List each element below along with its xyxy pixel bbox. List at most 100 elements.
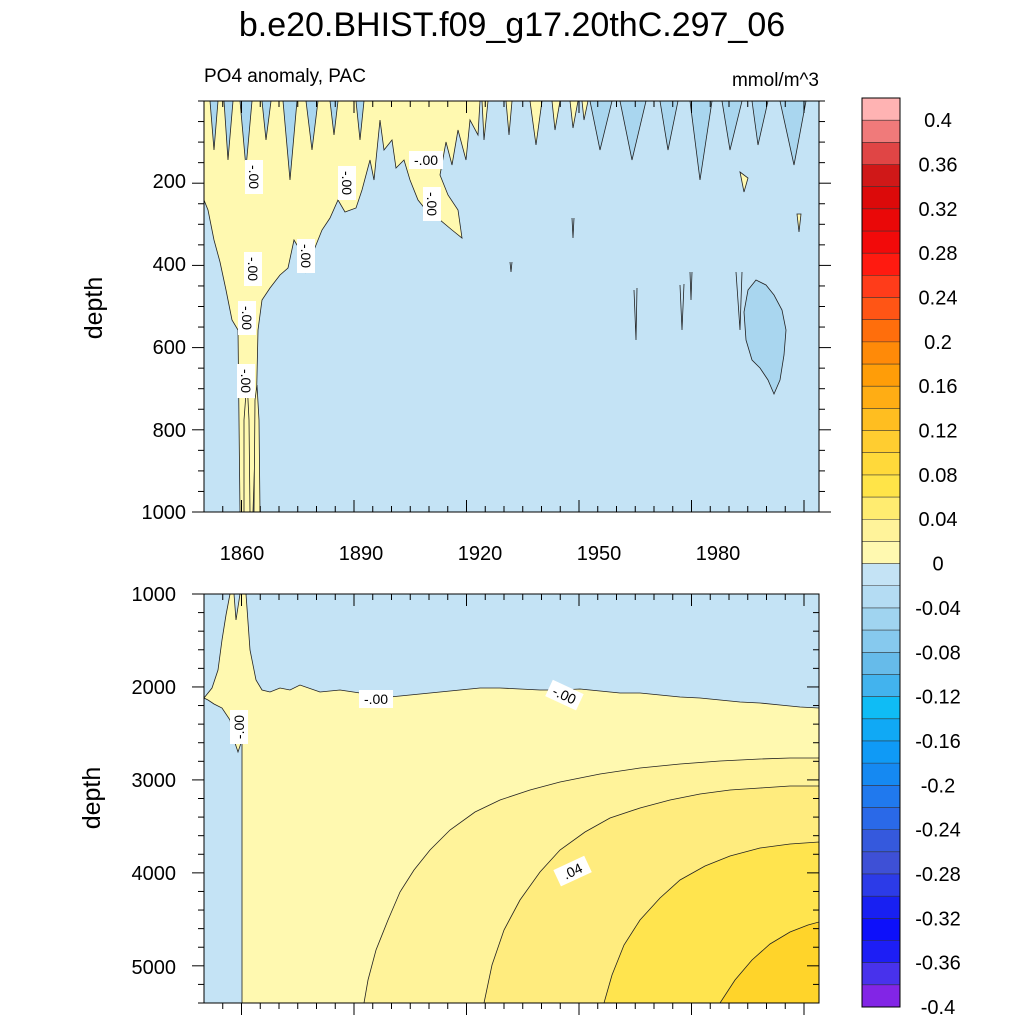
- colorbar-swatch: [862, 474, 900, 498]
- upper-ytick-label: 800: [153, 420, 186, 442]
- colorbar-swatch: [862, 186, 900, 210]
- colorbar-swatch: [862, 918, 900, 941]
- upper-panel: [204, 101, 819, 512]
- colorbar-label: 0: [932, 554, 943, 576]
- svg-text:-.00: -.00: [364, 691, 388, 707]
- colorbar-label: -0.24: [915, 820, 961, 842]
- lower-panel: [204, 594, 819, 1003]
- colorbar-label: 0.4: [924, 110, 952, 132]
- colorbar-swatch: [862, 253, 900, 276]
- upper-xtick-label: 1980: [696, 543, 741, 565]
- colorbar-label: -0.04: [915, 598, 961, 620]
- upper-positive-strip: [243, 379, 251, 512]
- lower-contour-label: -.00: [359, 690, 393, 708]
- upper-contour-labels: -.00 -.00 -.00 -.00 -.00 -.00 -.00 -.00: [237, 151, 443, 398]
- upper-contour-label: -.00: [409, 151, 443, 169]
- colorbar-swatch: [862, 319, 900, 343]
- colorbar-swatch: [862, 674, 900, 697]
- svg-text:-.00: -.00: [231, 715, 247, 739]
- svg-text:-.00: -.00: [239, 306, 255, 330]
- upper-positive-patches-right: [481, 101, 802, 233]
- colorbar-label: 0.04: [919, 509, 958, 531]
- colorbar-swatch: [862, 541, 900, 564]
- upper-negative-blob: [743, 279, 787, 396]
- colorbar-swatch: [862, 430, 900, 454]
- lower-contour-labels: -.00-.00 -.00.04: [230, 679, 592, 887]
- colorbar-swatch: [862, 386, 900, 409]
- colorbar-swatch: [862, 585, 900, 609]
- colorbar-label: 0.2: [924, 332, 952, 354]
- upper-positive-region-left: [204, 101, 481, 512]
- upper-contour-label: -.00: [238, 301, 256, 335]
- colorbar-label: -0.16: [915, 731, 961, 753]
- lower-ytick-label: 5000: [132, 957, 177, 979]
- colorbar-swatch: [862, 829, 900, 853]
- svg-text:-.00: -.00: [246, 165, 262, 189]
- colorbar-label: -0.4: [921, 997, 955, 1019]
- figure-title: b.e20.BHIST.f09_g17.20thC.297_06: [239, 6, 785, 44]
- upper-contour-thin-4: [571, 217, 575, 239]
- lower-ytick-label: 3000: [132, 770, 177, 792]
- colorbar-label: 0.32: [919, 199, 958, 221]
- colorbar-swatch: [862, 519, 900, 542]
- colorbar-swatch: [862, 940, 900, 963]
- subtitle-units: mmol/m^3: [732, 70, 819, 91]
- svg-text:-.00: -.00: [339, 171, 355, 195]
- upper-contour-thin-2: [679, 283, 685, 331]
- upper-contour-label: -.00: [338, 166, 356, 200]
- colorbar-labels: 0.4 0.36 0.32 0.28 0.24 0.2 0.16 0.12 0.08 0.04 0 -…: [915, 110, 961, 1019]
- colorbar-label: 0.24: [919, 288, 958, 310]
- colorbar-swatch: [862, 275, 900, 298]
- colorbar-swatch: [862, 164, 900, 187]
- svg-text:-.00: -.00: [245, 257, 261, 281]
- svg-text:-.00: -.00: [414, 152, 438, 168]
- colorbar-label: -0.32: [915, 908, 961, 930]
- colorbar-swatch: [862, 962, 900, 986]
- upper-contour-thin-1: [633, 287, 638, 341]
- upper-contour-label: -.00: [297, 239, 315, 273]
- colorbar-swatch: [862, 231, 900, 254]
- colorbar-label: 0.36: [919, 155, 958, 177]
- colorbar-label: -0.28: [915, 864, 961, 886]
- colorbar: [861, 97, 901, 1008]
- lower-axis-ticks: [192, 593, 819, 1015]
- colorbar-swatch: [862, 408, 900, 431]
- colorbar-swatch: [862, 364, 900, 387]
- colorbar-swatch: [862, 984, 900, 1008]
- colorbar-label: -0.2: [921, 775, 955, 797]
- colorbar-swatch: [862, 696, 900, 720]
- svg-text:-.00: -.00: [298, 244, 314, 268]
- colorbar-swatch: [862, 718, 900, 742]
- upper-xtick-label: 1890: [339, 543, 384, 565]
- colorbar-label: -0.36: [915, 953, 961, 975]
- svg-text:.04: .04: [560, 860, 585, 883]
- lower-ytick-label: 1000: [132, 584, 177, 606]
- colorbar-label: 0.08: [919, 465, 958, 487]
- colorbar-frame: [861, 97, 901, 1008]
- upper-xtick-label: 1860: [220, 543, 265, 565]
- colorbar-swatch: [862, 630, 900, 653]
- svg-text:-.00: -.00: [424, 192, 440, 216]
- colorbar-label: 0.16: [919, 376, 958, 398]
- lower-ytick-label: 4000: [132, 863, 177, 885]
- lower-contour-label: -.00: [230, 710, 248, 744]
- colorbar-label: -0.08: [915, 642, 961, 664]
- colorbar-swatch: [862, 851, 900, 875]
- lower-ytick-label: 2000: [132, 677, 177, 699]
- colorbar-swatch: [862, 341, 900, 365]
- colorbar-swatch: [862, 297, 900, 321]
- lower-positive-region-l5: [719, 921, 819, 1003]
- upper-yaxis-label: depth: [80, 277, 108, 340]
- upper-xtick-label: 1950: [577, 543, 622, 565]
- upper-ytick-label: 400: [153, 254, 186, 276]
- colorbar-swatch: [862, 873, 900, 897]
- colorbar-swatch: [862, 652, 900, 675]
- upper-negative-streaks-left: [209, 101, 365, 181]
- colorbar-swatch: [862, 740, 900, 764]
- colorbar-swatch: [862, 763, 900, 786]
- lower-contour-label: .04: [553, 855, 592, 887]
- upper-contour-label: -.00: [245, 160, 263, 194]
- colorbar-swatch: [862, 896, 900, 919]
- colorbar-swatch: [862, 208, 900, 232]
